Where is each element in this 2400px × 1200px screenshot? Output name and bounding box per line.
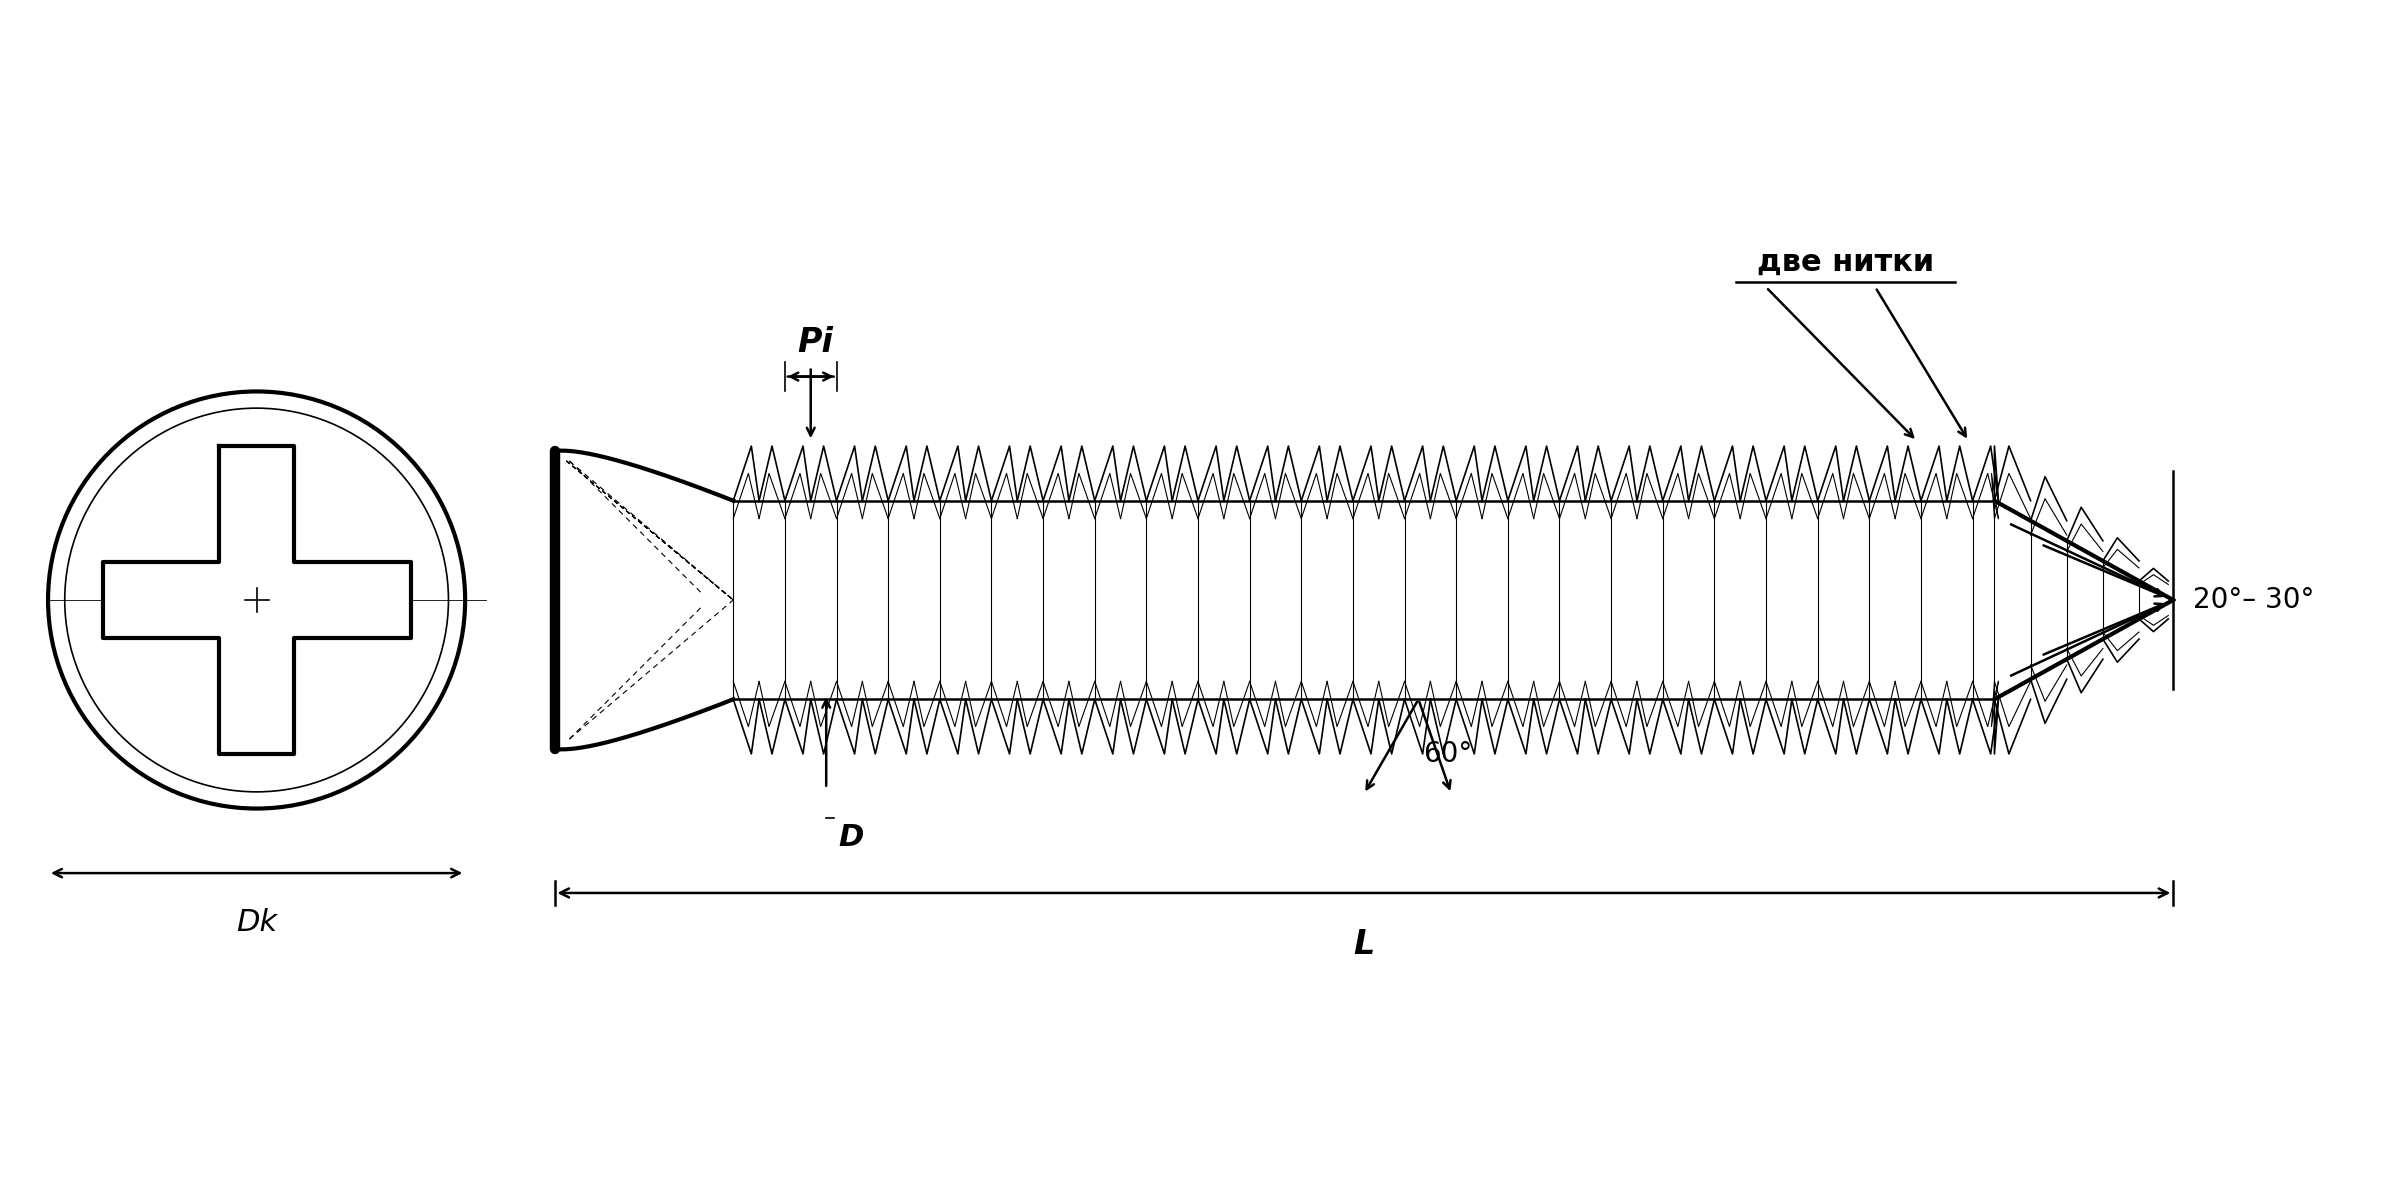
Text: 20°– 30°: 20°– 30° bbox=[2194, 586, 2314, 614]
Text: D: D bbox=[838, 823, 864, 852]
Polygon shape bbox=[103, 446, 410, 754]
Text: Dk: Dk bbox=[235, 908, 276, 937]
Text: 60°: 60° bbox=[1423, 740, 1474, 768]
Text: Pi: Pi bbox=[797, 325, 833, 359]
Text: две нитки: две нитки bbox=[1757, 248, 1934, 277]
Text: L: L bbox=[1354, 928, 1375, 961]
